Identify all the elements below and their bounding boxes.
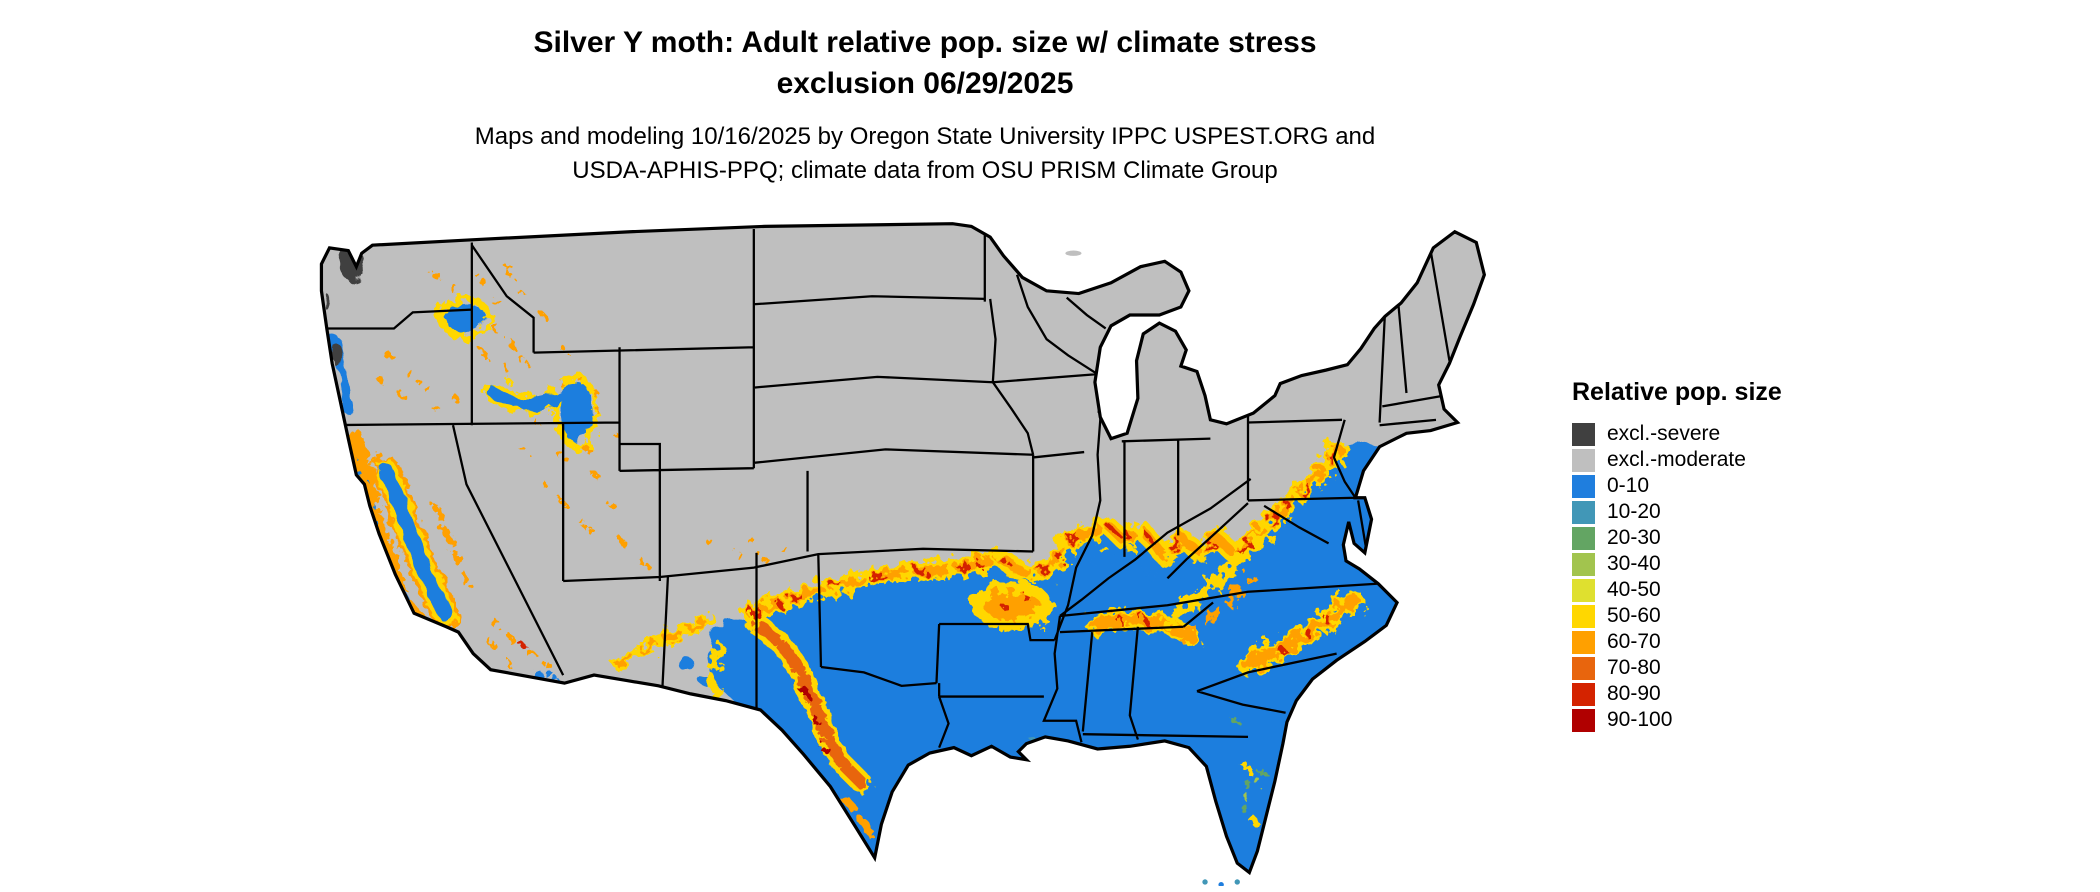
legend-swatch (1572, 422, 1595, 446)
map-title-line1: Silver Y moth: Adult relative pop. size … (533, 26, 1317, 59)
legend-swatch (1572, 708, 1595, 732)
layer-speckles (377, 264, 1330, 825)
legend-item-label: 40-50 (1607, 578, 1661, 601)
legend: Relative pop. size excl.-severe excl.-mod… (1572, 378, 1902, 733)
legend-item: excl.-moderate (1572, 447, 1902, 473)
legend-swatch (1572, 682, 1595, 706)
legend-item-label: 50-60 (1607, 604, 1661, 627)
legend-item-label: 70-80 (1607, 656, 1661, 679)
legend-item: 30-40 (1572, 551, 1902, 577)
header: Silver Y moth: Adult relative pop. size … (330, 22, 1520, 188)
legend-item: 40-50 (1572, 577, 1902, 603)
legend-swatch (1572, 500, 1595, 524)
legend-item: 0-10 (1572, 473, 1902, 499)
legend-swatch (1572, 526, 1595, 550)
legend-item: 50-60 (1572, 603, 1902, 629)
map-title-line2: exclusion 06/29/2025 (776, 67, 1074, 100)
legend-swatch (1572, 656, 1595, 680)
legend-item-label: 20-30 (1607, 526, 1661, 549)
legend-item-label: 90-100 (1607, 708, 1673, 731)
legend-item: 70-80 (1572, 655, 1902, 681)
legend-item: excl.-severe (1572, 421, 1902, 447)
legend-items: excl.-severe excl.-moderate 0-10 10-20 20-30… (1572, 421, 1902, 733)
legend-item: 20-30 (1572, 525, 1902, 551)
legend-swatch (1572, 552, 1595, 576)
legend-swatch (1572, 448, 1595, 472)
legend-item-label: 10-20 (1607, 500, 1661, 523)
us-map (308, 221, 1530, 886)
legend-title: Relative pop. size (1572, 378, 1782, 406)
legend-item-label: excl.-moderate (1607, 448, 1746, 471)
conus-map-svg (319, 222, 1486, 886)
legend-item-label: 30-40 (1607, 552, 1661, 575)
map-subtitle-line1: Maps and modeling 10/16/2025 by Oregon S… (474, 123, 1376, 150)
legend-item-label: 0-10 (1607, 474, 1650, 497)
legend-swatch (1572, 474, 1595, 498)
map-subtitle: Maps and modeling 10/16/2025 by Oregon S… (330, 120, 1520, 188)
legend-item-label: excl.-severe (1607, 422, 1721, 445)
legend-item-label: 60-70 (1607, 630, 1661, 653)
legend-item: 90-100 (1572, 707, 1902, 733)
legend-item: 10-20 (1572, 499, 1902, 525)
legend-swatch (1572, 578, 1595, 602)
layer-islands (1065, 250, 1240, 886)
map-subtitle-line2: USDA-APHIS-PPQ; climate data from OSU PR… (572, 157, 1278, 184)
legend-item-label: 80-90 (1607, 682, 1661, 705)
legend-item: 80-90 (1572, 681, 1902, 707)
legend-swatch (1572, 630, 1595, 654)
legend-swatch (1572, 604, 1595, 628)
legend-item: 60-70 (1572, 629, 1902, 655)
